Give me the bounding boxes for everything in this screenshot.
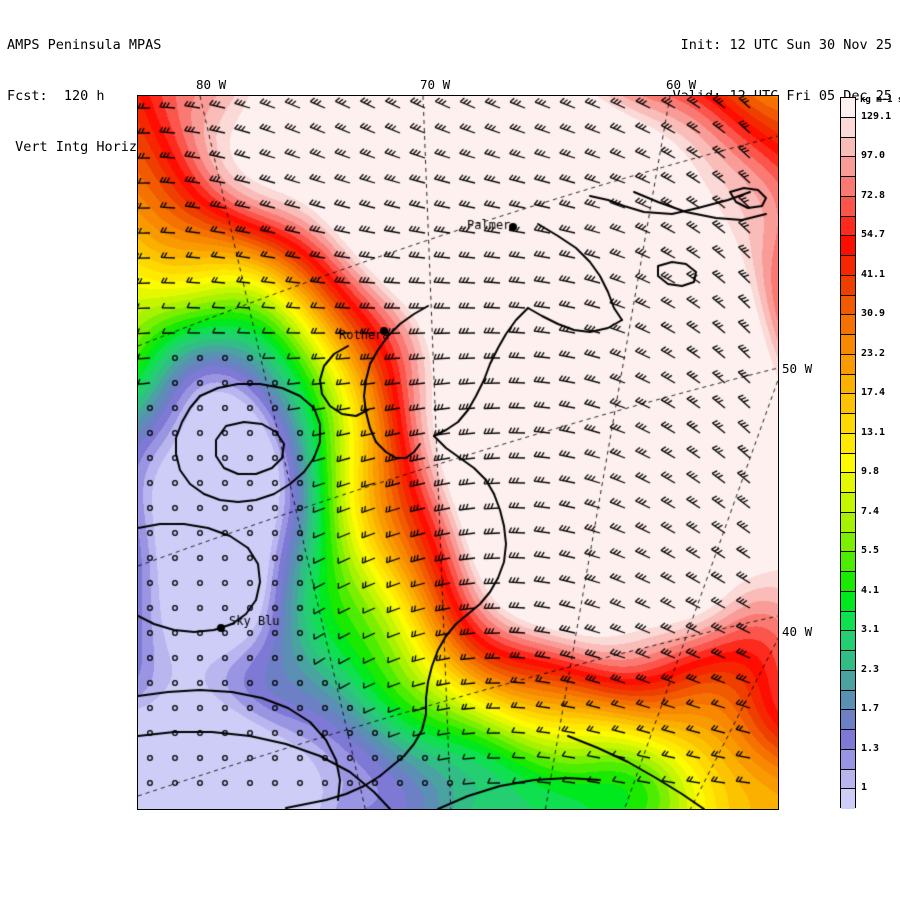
colorbar-band bbox=[841, 137, 855, 158]
colorbar-band bbox=[841, 354, 855, 375]
colorbar-band bbox=[841, 552, 855, 572]
colorbar-tick-label: 4.1 bbox=[861, 584, 880, 596]
model-title: AMPS Peninsula MPAS bbox=[7, 37, 162, 53]
colorbar-band bbox=[841, 117, 855, 138]
colorbar-tick-label: 1.3 bbox=[861, 742, 880, 754]
colorbar-band bbox=[841, 433, 855, 454]
colorbar-band bbox=[841, 572, 855, 592]
colorbar-band bbox=[841, 256, 855, 276]
colorbar-band bbox=[841, 631, 855, 651]
colorbar-band bbox=[841, 295, 855, 316]
colorbar-band bbox=[841, 670, 855, 691]
colorbar-band bbox=[841, 394, 855, 414]
colorbar-tick-label: 97.0 bbox=[861, 150, 886, 162]
colorbar-band bbox=[841, 611, 855, 632]
colorbar-band bbox=[841, 730, 855, 750]
colorbar-band bbox=[841, 493, 855, 513]
colorbar-band bbox=[841, 512, 855, 533]
colorbar-tick-label: 5.5 bbox=[861, 545, 880, 557]
colorbar-tick-label: 2.3 bbox=[861, 663, 880, 675]
colorbar-band bbox=[841, 374, 855, 395]
longitude-tick-60-W: 60 W bbox=[666, 77, 697, 92]
colorbar-band bbox=[841, 98, 855, 118]
colorbar-band bbox=[841, 532, 855, 553]
colorbar-tick-label: 3.1 bbox=[861, 624, 880, 636]
forecast-hour: Fcst: 120 h bbox=[7, 88, 105, 104]
colorbar-tick-label: 129.1 bbox=[861, 110, 892, 122]
colorbar-band bbox=[841, 196, 855, 217]
longitude-tick-70-W: 70 W bbox=[420, 77, 451, 92]
colorbar-band bbox=[841, 651, 855, 671]
colorbar-tick-label: 41.1 bbox=[861, 268, 886, 280]
colorbar-band bbox=[841, 473, 855, 493]
colorbar-band bbox=[841, 177, 855, 197]
longitude-tick-50-W: 50 W bbox=[782, 361, 813, 376]
map-plot-frame[interactable] bbox=[137, 95, 779, 810]
colorbar-tick-label: 23.2 bbox=[861, 347, 886, 359]
longitude-tick-80-W: 80 W bbox=[196, 77, 227, 92]
colorbar-tick-label: 13.1 bbox=[861, 426, 886, 438]
colorbar-band bbox=[841, 591, 855, 612]
colorbar-tick-label: 30.9 bbox=[861, 308, 886, 320]
colorbar-band bbox=[841, 414, 855, 434]
colorbar-band bbox=[841, 216, 855, 237]
colorbar-band bbox=[841, 690, 855, 711]
colorbar-band bbox=[841, 315, 855, 335]
colorbar-band bbox=[841, 453, 855, 474]
colorbar-tick-label: 17.4 bbox=[861, 387, 886, 399]
colorbar-band bbox=[841, 769, 855, 790]
colorbar-tick-label: 1 bbox=[861, 782, 868, 794]
colorbar-band bbox=[841, 749, 855, 770]
colorbar-tick-label: 72.8 bbox=[861, 189, 886, 201]
colorbar-band bbox=[841, 275, 855, 296]
colorbar-band bbox=[841, 710, 855, 730]
colorbar-tick-label: 1.7 bbox=[861, 703, 880, 715]
init-time: Init: 12 UTC Sun 30 Nov 25 bbox=[680, 37, 892, 53]
colorbar-tick-label: 54.7 bbox=[861, 229, 886, 241]
colorbar-tick-label: 7.4 bbox=[861, 505, 880, 517]
colorbar-band bbox=[841, 789, 855, 809]
colorbar-units-label: kg m-1 s-1 bbox=[860, 95, 900, 105]
colorbar-tick-label: 9.8 bbox=[861, 466, 880, 478]
colorbar-band bbox=[841, 236, 855, 256]
longitude-tick-40-W: 40 W bbox=[782, 624, 813, 639]
vapor-transport-field bbox=[138, 96, 778, 809]
colorbar-bands bbox=[840, 97, 856, 809]
colorbar-band bbox=[841, 335, 855, 355]
colorbar-band bbox=[841, 157, 855, 177]
